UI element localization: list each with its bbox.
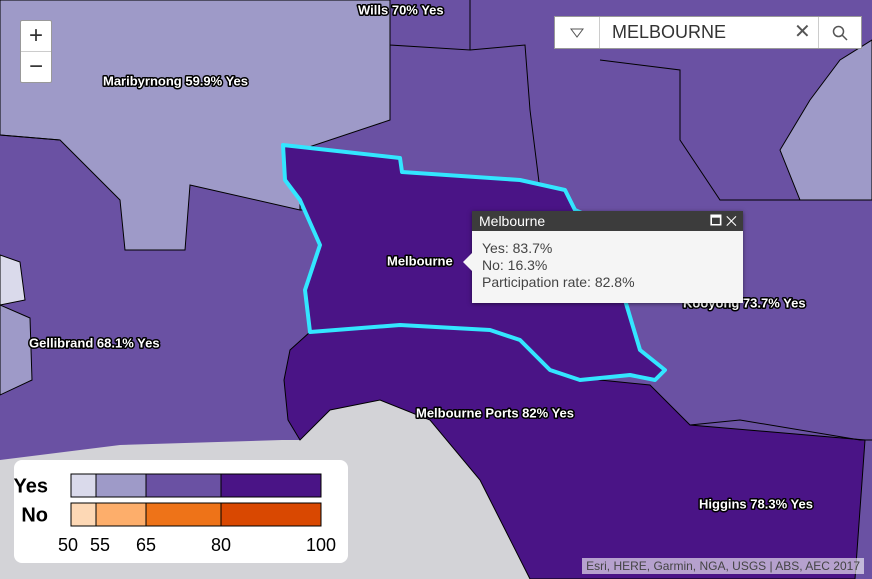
- legend-break-label: 80: [211, 535, 231, 555]
- legend-swatch: [70, 502, 97, 527]
- legend-swatch: [145, 473, 222, 498]
- legend-swatch: [220, 473, 322, 498]
- legend-swatch: [95, 502, 147, 527]
- popup-line: Participation rate: 82.8%: [482, 274, 635, 290]
- legend-swatch: [220, 502, 322, 527]
- search-box: MELBOURNE ✕: [554, 16, 862, 49]
- boundary: [0, 44, 872, 441]
- legend-row-label: No: [21, 504, 48, 526]
- popup-controls[interactable]: 🗖 ✕: [709, 213, 737, 228]
- search-button[interactable]: [818, 17, 861, 48]
- legend: Yes No 50 55 65 80 100: [14, 460, 348, 563]
- legend-graphic: Yes No 50 55 65 80 100: [14, 473, 336, 555]
- region-lightest: [0, 254, 26, 306]
- map-label: Melbourne Ports 82% Yes: [416, 405, 574, 420]
- search-input[interactable]: MELBOURNE: [612, 22, 727, 42]
- map-label: Wills 70% Yes: [358, 2, 444, 17]
- map-label: Higgins 78.3% Yes: [699, 496, 813, 511]
- legend-row-label: Yes: [14, 475, 48, 497]
- zoom-in[interactable]: +: [28, 22, 43, 49]
- legend-break-label: 100: [306, 535, 336, 555]
- popup-title: Melbourne: [479, 213, 546, 229]
- boundary: [389, 0, 471, 51]
- legend-break-label: 55: [90, 535, 110, 555]
- popup: Melbourne 🗖 ✕ Yes: 83.7% No: 16.3% Particip…: [463, 211, 743, 303]
- legend-swatch: [145, 502, 222, 527]
- map-label: Gellibrand 68.1% Yes: [29, 335, 160, 350]
- attribution: Esri, HERE, Garmin, NGA, USGS | ABS, AEC…: [582, 558, 864, 574]
- region-light: [779, 39, 872, 201]
- legend-break-label: 50: [58, 535, 78, 555]
- region-light: [0, 304, 33, 396]
- legend-break-label: 65: [136, 535, 156, 555]
- popup-header: Melbourne 🗖 ✕: [472, 211, 743, 231]
- popup-line: No: 16.3%: [482, 257, 548, 273]
- legend-swatch: [95, 473, 147, 498]
- popup-line: Yes: 83.7%: [482, 240, 553, 256]
- popup-body: Yes: 83.7% No: 16.3% Participation rate: 8…: [472, 231, 743, 303]
- legend-swatch: [70, 473, 97, 498]
- zoom-out[interactable]: −: [21, 51, 51, 82]
- map-label: Maribyrnong 59.9% Yes: [103, 73, 248, 88]
- clear-button[interactable]: ✕: [794, 21, 811, 43]
- zoom-control: + −: [20, 20, 52, 83]
- map-label: Melbourne: [387, 253, 453, 268]
- search-source-button[interactable]: [555, 17, 600, 48]
